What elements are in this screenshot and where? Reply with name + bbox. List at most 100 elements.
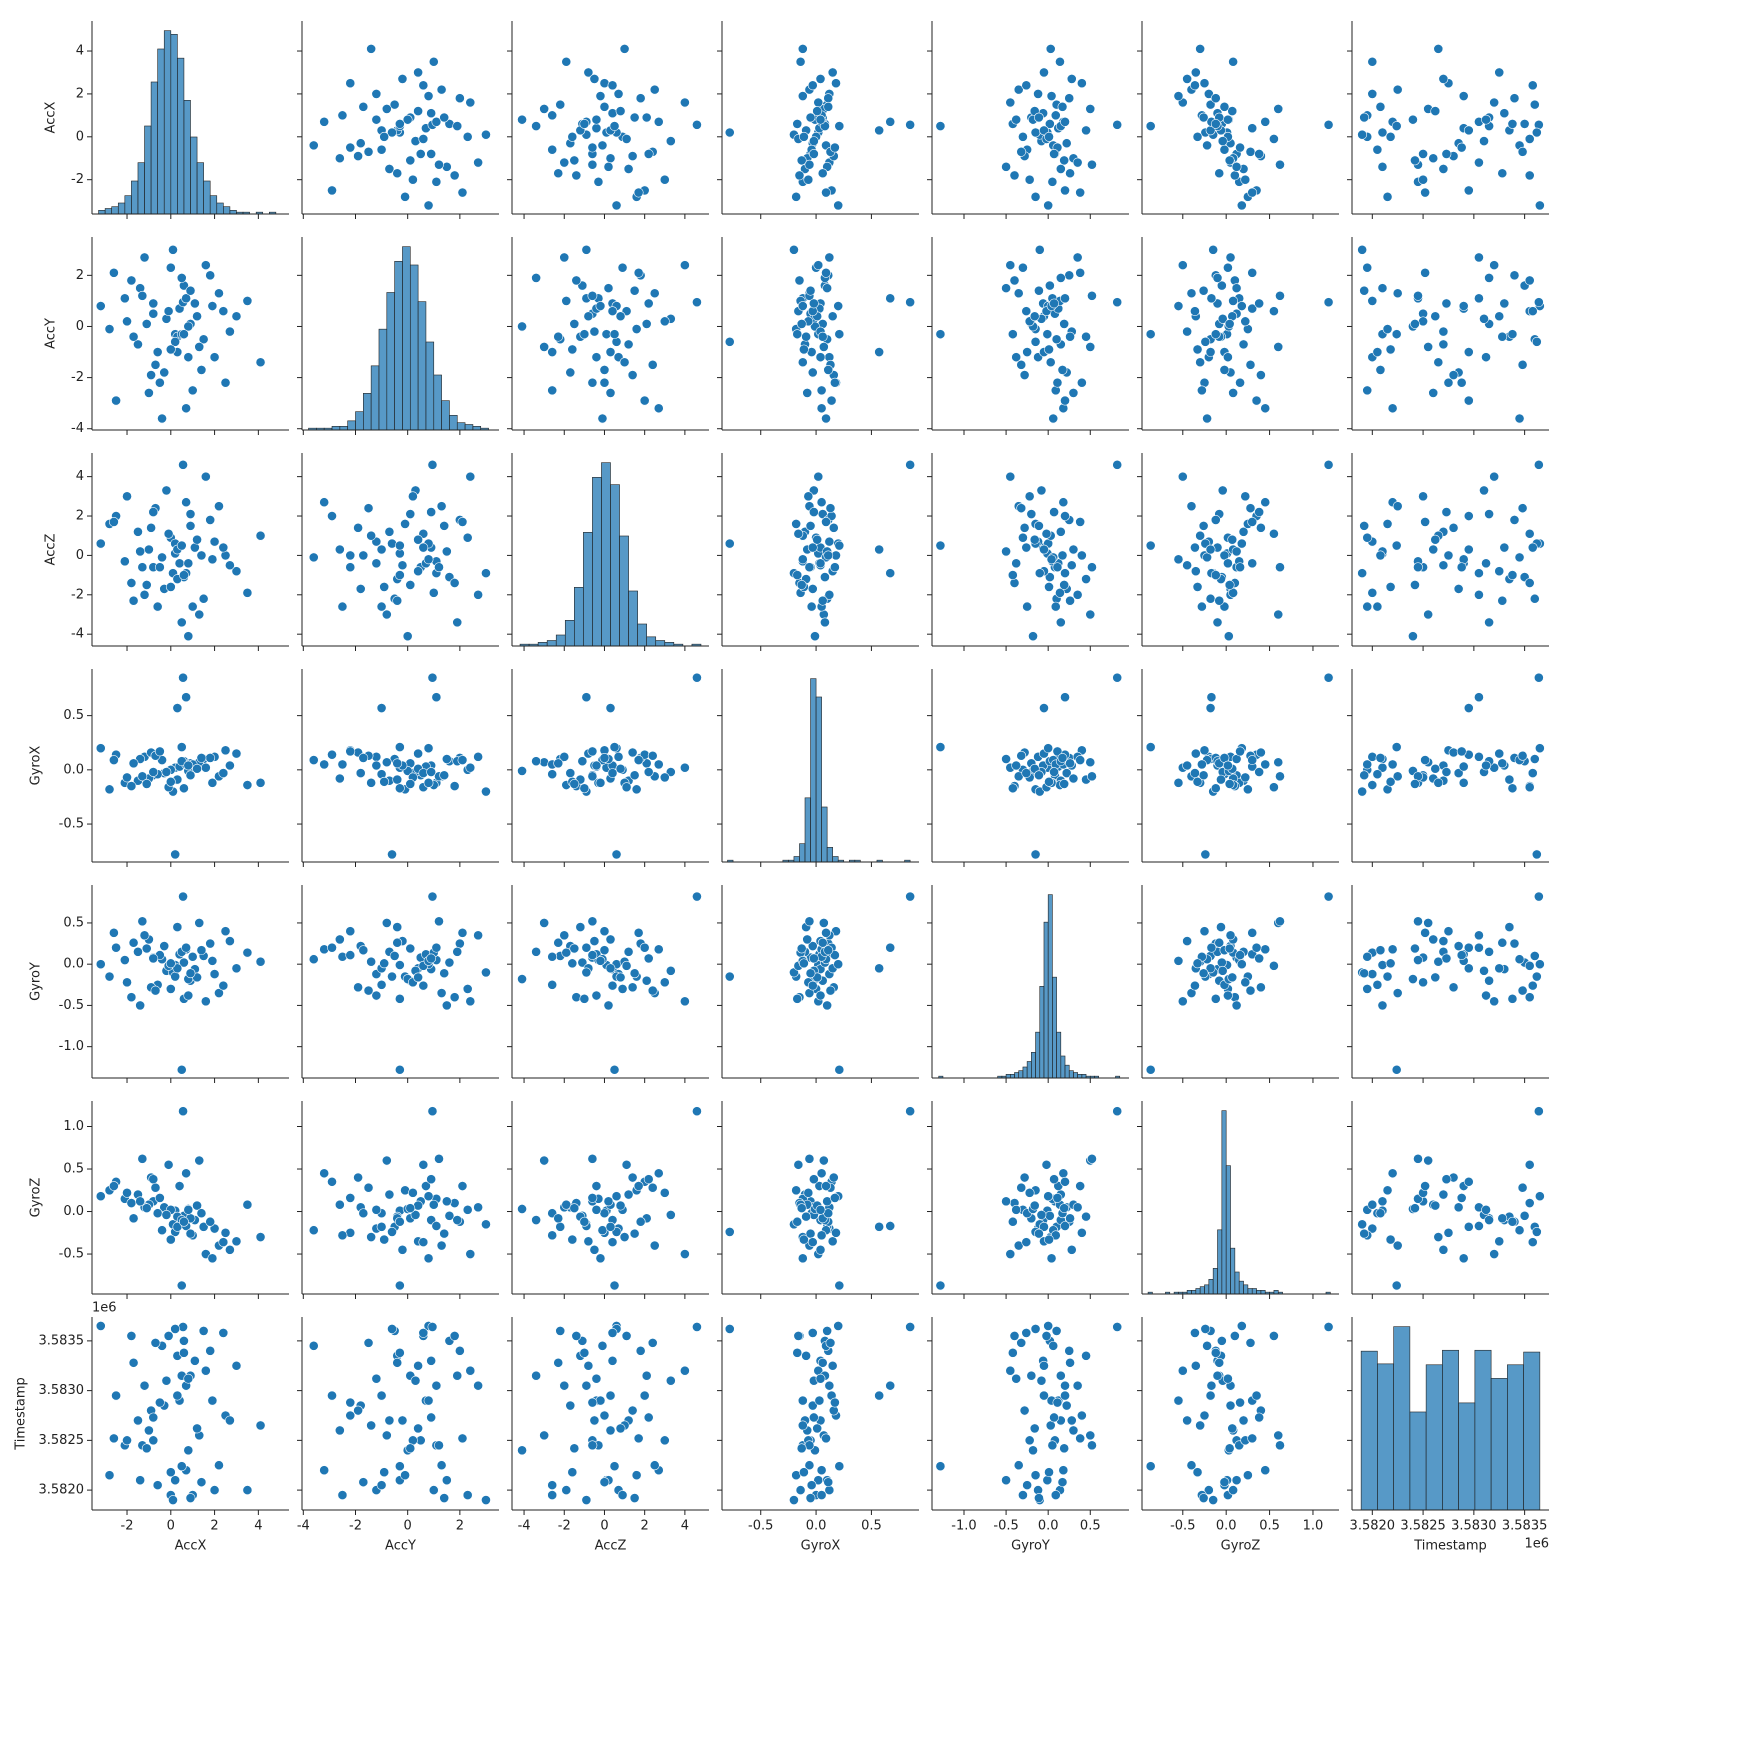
scatter-point [1229,170,1240,181]
hist-bar [1490,1378,1508,1511]
scatter-point [148,308,159,319]
scatter-point [1372,601,1383,612]
scatter-point [308,755,319,765]
scatter-point [397,1415,408,1426]
scatter-point [825,503,836,514]
scatter-point [1190,980,1200,991]
scatter-point [818,342,829,352]
scatter-point [1192,958,1203,969]
scatter-point [1323,119,1334,130]
scatter-point [133,526,143,537]
scatter-point [392,1357,403,1368]
scatter-point [1046,1253,1057,1264]
scatter-point [196,753,207,763]
scatter-point [591,352,602,363]
scatter-point [619,357,630,368]
scatter-point [1219,365,1230,375]
y-tick-label: 0 [76,129,84,144]
scatter-point [581,1495,592,1505]
scatter-point [1362,601,1373,612]
scatter-point [1235,377,1245,388]
scatter-point [1022,601,1033,612]
scatter-point [643,298,654,309]
hist-bar [163,30,172,215]
scatter-point [1430,311,1441,322]
y-axis-label: GyroX [29,746,44,786]
scatter-point [1433,357,1444,368]
scatter-point [1410,779,1420,789]
scatter-point [1064,270,1075,281]
scatter-point [807,583,818,594]
scatter-point [1057,101,1068,112]
scatter-point [1494,311,1505,322]
scatter-point [353,151,363,161]
scatter-point [613,89,624,99]
scatter-point [905,1322,916,1332]
scatter-point [823,1477,834,1488]
scatter-point [165,1234,176,1245]
scatter-point [1323,459,1334,470]
scatter-point [389,951,400,961]
scatter-point [1474,692,1484,703]
scatter-point [569,319,580,329]
hist-bar [1035,1031,1041,1079]
scatter-point [1463,1221,1474,1232]
scatter-point [185,968,196,979]
scatter-point [817,595,828,606]
scatter-point [1359,1228,1370,1239]
scatter-point [1504,922,1515,932]
scatter-point [822,1326,833,1336]
scatter-point [1247,558,1258,569]
scatter-point [1489,996,1500,1007]
scatter-point [426,1355,437,1366]
scatter-point [1534,200,1545,211]
scatter-point [1112,297,1123,308]
scatter-point [353,1172,363,1183]
scatter-point [1059,155,1070,166]
scatter-point [1198,1493,1209,1503]
scatter-point [1212,1370,1223,1381]
scatter-point [379,1467,390,1478]
scatter-point [410,1375,421,1386]
hist-bar [1081,1074,1087,1079]
scatter-point [434,562,444,573]
hist-bar [363,393,372,431]
scatter-point [587,1440,598,1451]
scatter-point [1531,1227,1542,1237]
scatter-point [823,945,834,956]
scatter-point [635,1216,646,1227]
scatter-point [1275,771,1285,782]
scatter-point [1210,783,1221,794]
scatter-point [639,942,650,953]
scatter-point [1021,80,1032,91]
scatter-point [327,185,337,196]
scatter-point [1066,74,1077,84]
scatter-point [796,319,807,329]
scatter-point [631,1470,642,1481]
hist-bar [1251,1288,1257,1295]
scatter-point [1453,768,1464,778]
scatter-point [1229,1331,1240,1341]
scatter-point [220,1227,231,1238]
scatter-point [804,1153,815,1164]
scatter-point [812,106,823,116]
scatter-point [805,968,816,979]
scatter-point [665,136,676,146]
scatter-point [95,743,106,754]
scatter-point [1217,313,1228,324]
scatter-point [1177,471,1188,482]
scatter-point [1224,155,1235,166]
scatter-point [1060,1380,1070,1391]
scatter-point [387,1324,397,1334]
scatter-point [547,1230,558,1241]
hist-bar [144,125,152,215]
scatter-point [567,1467,578,1478]
scatter-point [394,783,405,794]
scatter-point [394,960,405,970]
scatter-point [159,941,170,951]
scatter-point [441,1000,452,1011]
scatter-point [1041,1331,1052,1341]
scatter-point [1173,301,1184,311]
scatter-point [366,956,377,967]
scatter-point [1055,526,1066,537]
